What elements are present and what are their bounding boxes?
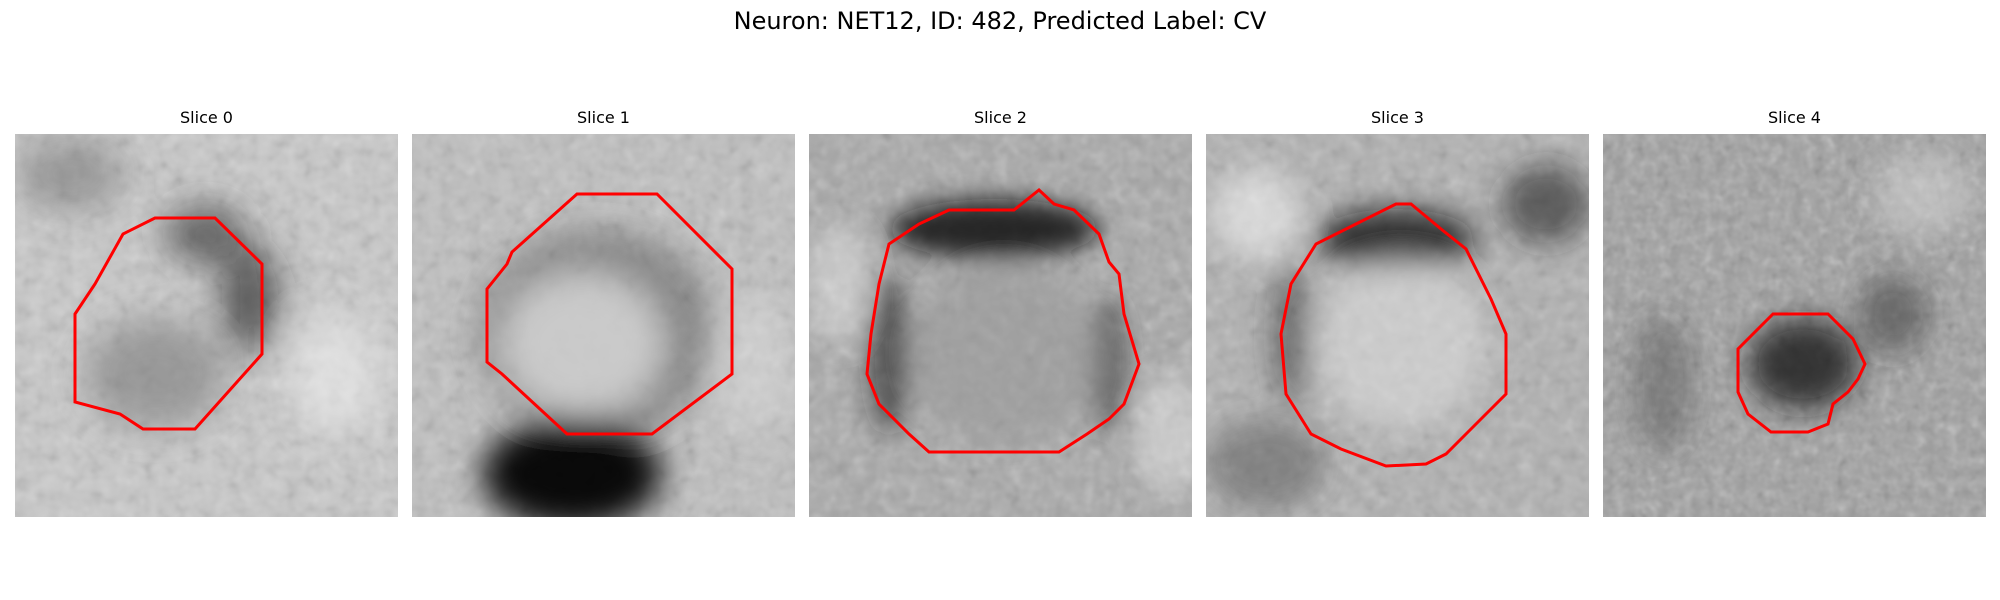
contour-outline [73,216,264,431]
slice-title: Slice 1 [577,108,630,127]
contour-outline [485,192,734,436]
slice-image [1603,134,1986,517]
slice-image [1206,134,1589,517]
slice-title: Slice 4 [1768,108,1821,127]
slice-title: Slice 0 [180,108,233,127]
contour-outline [1279,202,1508,468]
slice-image [15,134,398,517]
contour-outline [1736,312,1867,434]
slice-image [412,134,795,517]
slice-title: Slice 3 [1371,108,1424,127]
slice-title: Slice 2 [974,108,1027,127]
slice-image [809,134,1192,517]
contour-outline [865,188,1141,454]
figure-title: Neuron: NET12, ID: 482, Predicted Label:… [733,7,1267,35]
